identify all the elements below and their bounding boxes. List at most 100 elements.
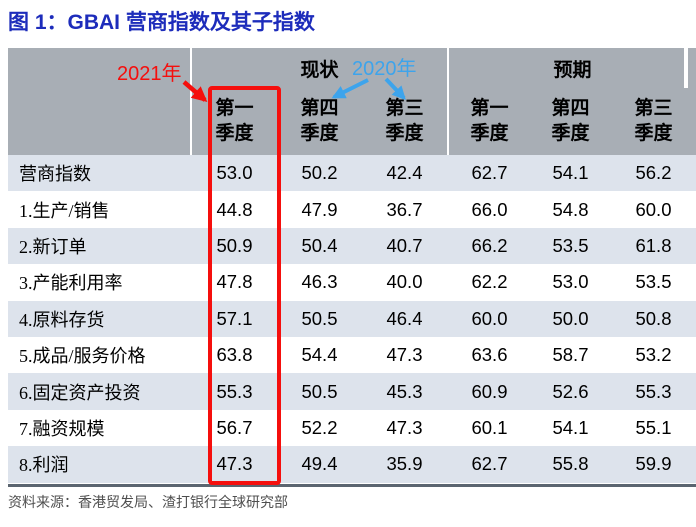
value-cell: 46.4 <box>386 307 423 329</box>
annotation-2021: 2021年 <box>117 63 182 85</box>
annotation-2020: 2020年 <box>352 58 417 80</box>
table-row: 5.成品/服务价格 63.8 54.4 47.3 63.6 58.7 53.2 <box>8 337 696 373</box>
figure-title: 图 1：GBAI 营商指数及其子指数 <box>8 11 315 34</box>
value-cell: 66.0 <box>471 198 508 220</box>
table-row: 4.原料存货 57.1 50.5 46.4 60.0 50.0 50.8 <box>8 300 696 337</box>
value-cell: 57.1 <box>216 307 253 329</box>
column-divider <box>447 88 449 155</box>
value-cell: 53.0 <box>552 271 589 293</box>
table-row: 3.产能利用率 47.8 46.3 40.0 62.2 53.0 53.5 <box>8 264 696 300</box>
row-label: 2.新订单 <box>19 236 87 257</box>
column-divider <box>447 48 449 88</box>
table-bottom-border <box>8 484 696 487</box>
value-cell: 56.7 <box>216 416 253 438</box>
row-label: 8.利润 <box>19 455 69 476</box>
value-cell: 60.9 <box>471 380 508 402</box>
value-cell: 50.2 <box>301 162 338 184</box>
business-index-table: 现状 预期 第一 季度 第四 季度 第三 季度 第一 季度 第四 季度 第三 季度 营商指数 53.0 5… <box>8 48 696 483</box>
value-cell: 54.1 <box>552 162 589 184</box>
value-cell: 62.2 <box>471 271 508 293</box>
value-cell: 35.9 <box>386 453 423 475</box>
table-row: 1.生产/销售 44.8 47.9 36.7 66.0 54.8 60.0 <box>8 191 696 227</box>
quarter-header: 第四 季度 <box>277 88 362 155</box>
value-cell: 62.7 <box>471 453 508 475</box>
value-cell: 53.2 <box>635 344 672 366</box>
header-label-cell <box>8 88 190 155</box>
quarter-header: 第三 季度 <box>362 88 447 155</box>
value-cell: 40.0 <box>386 271 423 293</box>
row-label: 5.成品/服务价格 <box>19 346 146 367</box>
value-cell: 50.8 <box>635 307 672 329</box>
quarter-header-line1: 第四 <box>300 97 339 119</box>
value-cell: 55.3 <box>216 380 253 402</box>
quarter-header-line1: 第三 <box>385 97 424 119</box>
value-cell: 53.5 <box>552 234 589 256</box>
value-cell: 40.7 <box>386 234 423 256</box>
value-cell: 56.2 <box>635 162 672 184</box>
column-divider <box>190 48 192 88</box>
quarter-header-line2: 季度 <box>385 122 424 144</box>
value-cell: 55.3 <box>635 380 672 402</box>
quarter-header: 第四 季度 <box>530 88 611 155</box>
row-label: 3.产能利用率 <box>19 273 123 294</box>
value-cell: 54.8 <box>552 198 589 220</box>
table-row: 2.新订单 50.9 50.4 40.7 66.2 53.5 61.8 <box>8 227 696 265</box>
value-cell: 44.8 <box>216 198 253 220</box>
value-cell: 54.4 <box>301 344 338 366</box>
section-header-expected: 预期 <box>553 59 592 81</box>
row-label: 6.固定资产投资 <box>19 382 141 403</box>
value-cell: 49.4 <box>301 453 338 475</box>
row-label: 营商指数 <box>19 164 91 185</box>
row-label: 4.原料存货 <box>19 309 105 330</box>
quarter-header: 第一 季度 <box>192 88 277 155</box>
section-header-current: 现状 <box>300 59 339 81</box>
table-row: 6.固定资产投资 55.3 50.5 45.3 60.9 52.6 55.3 <box>8 373 696 410</box>
value-cell: 55.1 <box>635 416 672 438</box>
value-cell: 42.4 <box>386 162 423 184</box>
source-note: 资料来源：香港贸发局、渣打银行全球研究部 <box>8 496 288 511</box>
table-header-quarters: 第一 季度 第四 季度 第三 季度 第一 季度 第四 季度 第三 季度 <box>8 88 696 155</box>
quarter-header-line1: 第一 <box>470 97 509 119</box>
value-cell: 50.9 <box>216 234 253 256</box>
table-row: 营商指数 53.0 50.2 42.4 62.7 54.1 56.2 <box>8 155 696 192</box>
row-label: 7.融资规模 <box>19 418 105 439</box>
value-cell: 50.5 <box>301 307 338 329</box>
quarter-header-line2: 季度 <box>551 122 590 144</box>
value-cell: 53.5 <box>635 271 672 293</box>
value-cell: 47.9 <box>301 198 338 220</box>
value-cell: 63.8 <box>216 344 253 366</box>
value-cell: 55.8 <box>552 453 589 475</box>
value-cell: 47.3 <box>386 416 423 438</box>
value-cell: 63.6 <box>471 344 508 366</box>
value-cell: 52.6 <box>552 380 589 402</box>
value-cell: 50.5 <box>301 380 338 402</box>
quarter-header: 第三 季度 <box>611 88 696 155</box>
quarter-header-line1: 第一 <box>215 97 254 119</box>
table-row: 7.融资规模 56.7 52.2 47.3 60.1 54.1 55.1 <box>8 410 696 446</box>
value-cell: 36.7 <box>386 198 423 220</box>
value-cell: 60.0 <box>635 198 672 220</box>
quarter-header-line1: 第三 <box>634 97 673 119</box>
value-cell: 47.8 <box>216 271 253 293</box>
quarter-header-line1: 第四 <box>551 97 590 119</box>
table-body: 营商指数 53.0 50.2 42.4 62.7 54.1 56.2 1.生产/销售 44.8 4… <box>8 155 696 483</box>
quarter-header-line2: 季度 <box>634 122 673 144</box>
value-cell: 50.0 <box>552 307 589 329</box>
value-cell: 53.0 <box>216 162 253 184</box>
value-cell: 47.3 <box>386 344 423 366</box>
value-cell: 66.2 <box>471 234 508 256</box>
quarter-header-line2: 季度 <box>215 122 254 144</box>
value-cell: 54.1 <box>552 416 589 438</box>
value-cell: 52.2 <box>301 416 338 438</box>
quarter-header: 第一 季度 <box>449 88 530 155</box>
table-row: 8.利润 47.3 49.4 35.9 62.7 55.8 59.9 <box>8 446 696 483</box>
row-label: 1.生产/销售 <box>19 200 110 221</box>
value-cell: 45.3 <box>386 380 423 402</box>
value-cell: 62.7 <box>471 162 508 184</box>
value-cell: 46.3 <box>301 271 338 293</box>
value-cell: 60.1 <box>471 416 508 438</box>
quarter-header-line2: 季度 <box>470 122 509 144</box>
column-divider <box>190 88 192 155</box>
value-cell: 58.7 <box>552 344 589 366</box>
